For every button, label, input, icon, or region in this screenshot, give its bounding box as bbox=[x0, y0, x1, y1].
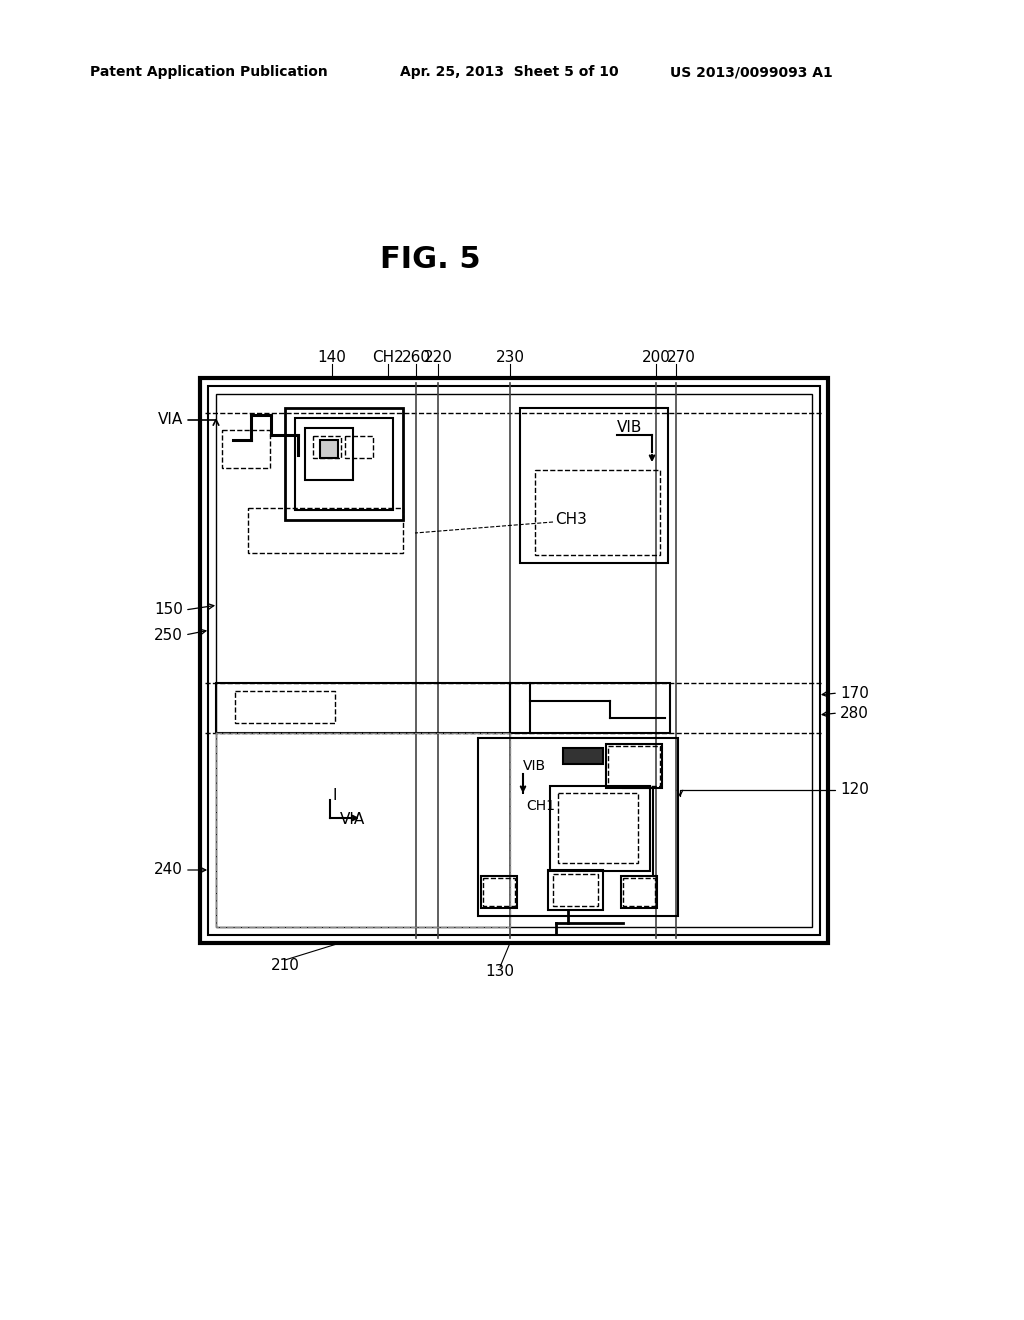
Bar bbox=[483, 878, 515, 906]
Bar bbox=[548, 870, 603, 909]
Text: VIB: VIB bbox=[617, 420, 642, 434]
Bar bbox=[216, 393, 812, 927]
Bar bbox=[345, 436, 373, 458]
Bar bbox=[313, 436, 341, 458]
Text: VIB: VIB bbox=[523, 759, 546, 774]
Bar bbox=[234, 690, 335, 723]
Text: VIA: VIA bbox=[340, 813, 366, 828]
Bar bbox=[510, 682, 670, 733]
Bar bbox=[478, 738, 678, 916]
Text: 260: 260 bbox=[401, 351, 430, 366]
Bar bbox=[208, 385, 820, 935]
Text: 280: 280 bbox=[840, 705, 869, 721]
Bar bbox=[535, 470, 660, 554]
Text: 200: 200 bbox=[642, 351, 671, 366]
Bar bbox=[216, 682, 510, 733]
Text: CH3: CH3 bbox=[555, 512, 587, 528]
Text: I: I bbox=[333, 788, 337, 803]
Bar bbox=[623, 878, 655, 906]
Text: Patent Application Publication: Patent Application Publication bbox=[90, 65, 328, 79]
Bar bbox=[248, 508, 403, 553]
Bar bbox=[481, 876, 517, 908]
Text: VIA: VIA bbox=[158, 412, 183, 428]
Text: US 2013/0099093 A1: US 2013/0099093 A1 bbox=[670, 65, 833, 79]
Bar bbox=[285, 408, 403, 520]
Text: 150: 150 bbox=[155, 602, 183, 618]
Bar bbox=[553, 874, 598, 906]
Bar bbox=[200, 378, 828, 942]
Text: 250: 250 bbox=[155, 627, 183, 643]
Text: Apr. 25, 2013  Sheet 5 of 10: Apr. 25, 2013 Sheet 5 of 10 bbox=[400, 65, 618, 79]
Bar bbox=[319, 440, 338, 458]
Text: 140: 140 bbox=[317, 351, 346, 366]
Text: FIG. 5: FIG. 5 bbox=[380, 246, 480, 275]
Text: 120: 120 bbox=[840, 783, 869, 797]
Bar bbox=[608, 746, 660, 785]
Text: 240: 240 bbox=[155, 862, 183, 878]
Text: 170: 170 bbox=[840, 685, 869, 701]
Text: 270: 270 bbox=[667, 351, 695, 366]
Bar bbox=[563, 748, 603, 764]
Text: 220: 220 bbox=[424, 351, 453, 366]
Bar bbox=[621, 876, 657, 908]
Bar bbox=[550, 785, 650, 871]
Text: 230: 230 bbox=[496, 351, 524, 366]
Text: 130: 130 bbox=[485, 965, 514, 979]
Bar bbox=[216, 733, 510, 927]
Bar bbox=[606, 744, 662, 788]
Bar bbox=[520, 408, 668, 564]
Bar bbox=[305, 428, 353, 480]
Bar bbox=[295, 418, 393, 510]
Bar bbox=[558, 793, 638, 863]
Text: CH2: CH2 bbox=[372, 351, 403, 366]
Text: CH1: CH1 bbox=[526, 799, 555, 813]
Text: 210: 210 bbox=[270, 957, 299, 973]
Bar bbox=[222, 430, 270, 469]
